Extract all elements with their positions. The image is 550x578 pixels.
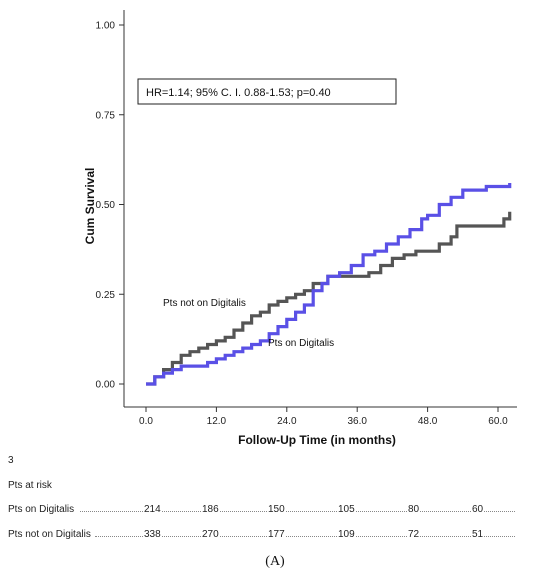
risk-row-value: 80 [407, 504, 421, 515]
y-tick-label: 0.25 [96, 290, 116, 301]
risk-row-value: 60 [471, 504, 485, 515]
x-tick-label: 0.0 [139, 416, 153, 427]
y-tick-label: 0.50 [96, 200, 116, 211]
label-pts-not-on-digitalis: Pts not on Digitalis [163, 298, 246, 309]
chart-axes [123, 10, 517, 408]
label-pts-on-digitalis: Pts on Digitalis [268, 338, 334, 349]
x-tick-label: 60.0 [488, 416, 508, 427]
y-tick-label: 0.00 [96, 380, 116, 391]
hr-annotation: HR=1.14; 95% C. I. 0.88-1.53; p=0.40 [146, 87, 331, 99]
hr-annotation-box: HR=1.14; 95% C. I. 0.88-1.53; p=0.40 [137, 78, 397, 105]
survival-chart: 0.00 0.25 0.50 0.75 1.00 0.0 12.0 24.0 36.0 48.0 6… [83, 10, 517, 447]
x-tick-label: 24.0 [277, 416, 297, 427]
chart-ticks: 0.00 0.25 0.50 0.75 1.00 0.0 12.0 24.0 36.0 48.0 6… [96, 21, 509, 428]
risk-row-label: Pts not on Digitalis [8, 529, 92, 540]
risk-row-value: 51 [471, 529, 485, 540]
x-axis-title: Follow-Up Time (in months) [238, 433, 396, 447]
series-line-on-digitalis [146, 183, 512, 386]
y-tick-label: 0.75 [96, 110, 116, 121]
risk-row-value: 338 [143, 529, 162, 540]
risk-row-label: Pts on Digitalis [8, 504, 76, 515]
risk-row-leader [95, 536, 515, 537]
risk-row-value: 150 [267, 504, 286, 515]
risk-row-leader [80, 511, 515, 512]
x-tick-label: 12.0 [207, 416, 227, 427]
risk-row-value: 109 [337, 529, 356, 540]
figure-caption: (A) [265, 554, 285, 569]
risk-row-value: 214 [143, 504, 162, 515]
y-axis-title: Cum Survival [83, 168, 97, 245]
risk-table-header: Pts at risk [8, 480, 52, 491]
x-tick-label: 36.0 [347, 416, 367, 427]
series-line-not-on-digitalis [146, 211, 512, 386]
risk-row-value: 270 [201, 529, 220, 540]
risk-table-marker: 3 [8, 455, 14, 466]
y-tick-label: 1.00 [96, 21, 116, 32]
chart-series [146, 183, 512, 386]
x-tick-label: 48.0 [418, 416, 438, 427]
risk-row-value: 105 [337, 504, 356, 515]
risk-row-value: 72 [407, 529, 421, 540]
risk-row-value: 177 [267, 529, 286, 540]
risk-row-value: 186 [201, 504, 220, 515]
